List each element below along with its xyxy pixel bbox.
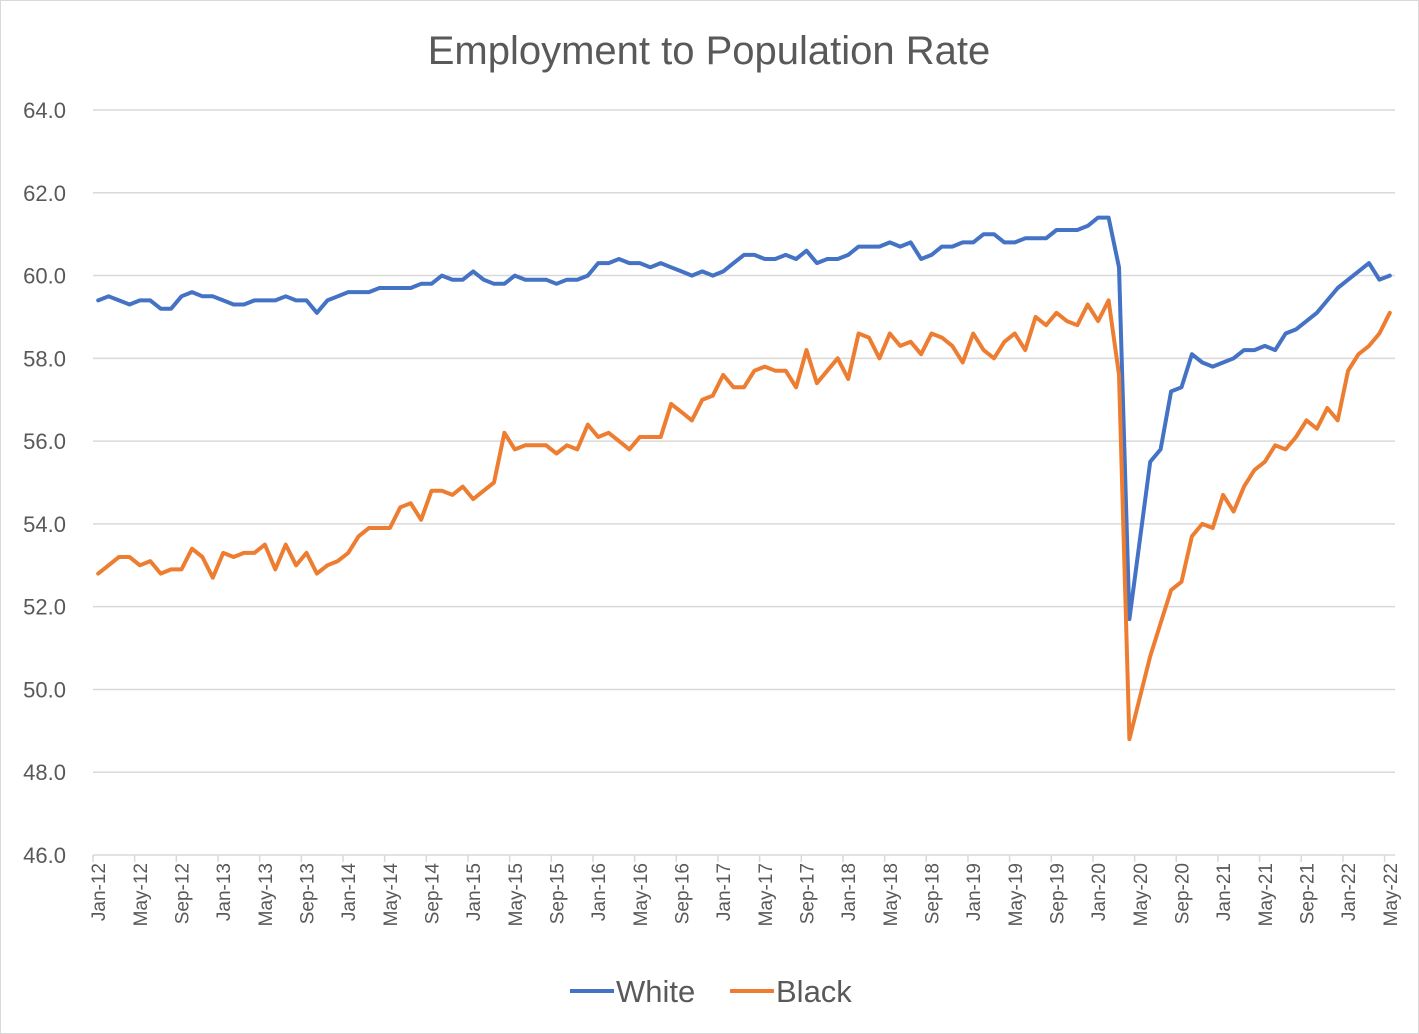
x-tick-label: Jan-13	[214, 863, 235, 921]
y-tick-label: 46.0	[23, 843, 66, 868]
chart-title: Employment to Population Rate	[428, 29, 991, 73]
x-tick-label: Jan-20	[1089, 863, 1110, 921]
x-tick-label: Jan-21	[1214, 863, 1235, 921]
x-tick-label: May-19	[1006, 863, 1027, 926]
x-tick-label: May-21	[1256, 863, 1277, 926]
x-tick-label: Jan-16	[589, 863, 610, 921]
y-tick-label: 62.0	[23, 181, 66, 206]
gridlines	[93, 109, 1395, 773]
y-tick-label: 50.0	[23, 677, 66, 702]
x-tick-label: Jan-22	[1339, 863, 1360, 921]
x-tick-label: May-12	[131, 863, 152, 926]
x-tick-label: May-20	[1131, 863, 1152, 926]
x-tick-label: Sep-15	[548, 863, 569, 924]
x-tick-label: Sep-12	[173, 863, 194, 924]
series-line-white	[96, 215, 1392, 622]
x-tick-label: Jan-17	[714, 863, 735, 921]
y-tick-label: 54.0	[23, 512, 66, 537]
y-tick-label: 58.0	[23, 346, 66, 371]
x-tick-label: Jan-15	[464, 863, 485, 921]
x-tick-label: Jan-18	[839, 863, 860, 921]
x-tick-label: Sep-18	[922, 863, 943, 924]
y-tick-label: 56.0	[23, 429, 66, 454]
x-tick-label: Sep-19	[1047, 863, 1068, 924]
x-tick-label: Jan-14	[339, 863, 360, 922]
y-axis-ticks: 46.0 48.0 50.0 52.0 54.0 56.0 58.0 60.0 62.0 64.0	[23, 98, 66, 868]
x-axis: Jan-12 May-12 Sep-12 Jan-13 May-13 Sep-13 Jan-…	[89, 854, 1402, 927]
x-tick-label: Sep-16	[673, 863, 694, 924]
x-tick-label: Sep-20	[1172, 863, 1193, 924]
x-tick-label: May-18	[881, 863, 902, 926]
x-tick-label: Sep-17	[797, 863, 818, 924]
x-tick-label: May-13	[256, 863, 277, 926]
x-tick-label: May-16	[631, 863, 652, 926]
y-tick-label: 48.0	[23, 760, 66, 785]
legend: White Black	[570, 974, 852, 1009]
x-tick-label: May-14	[381, 863, 402, 927]
legend-label-black: Black	[776, 974, 852, 1009]
x-tick-label: May-15	[506, 863, 527, 926]
series-line-black	[96, 298, 1392, 742]
x-tick-label: Sep-21	[1297, 863, 1318, 924]
legend-label-white: White	[616, 974, 695, 1009]
x-tick-label: Sep-14	[423, 863, 444, 925]
y-tick-label: 60.0	[23, 264, 66, 289]
y-tick-label: 52.0	[23, 595, 66, 620]
x-tick-label: May-17	[756, 863, 777, 926]
x-tick-label: Jan-12	[89, 863, 110, 921]
series-lines	[96, 215, 1392, 742]
x-tick-label: Sep-13	[298, 863, 319, 924]
x-tick-label: May-22	[1381, 863, 1402, 926]
y-tick-label: 64.0	[23, 98, 66, 123]
x-tick-label: Jan-19	[964, 863, 985, 921]
